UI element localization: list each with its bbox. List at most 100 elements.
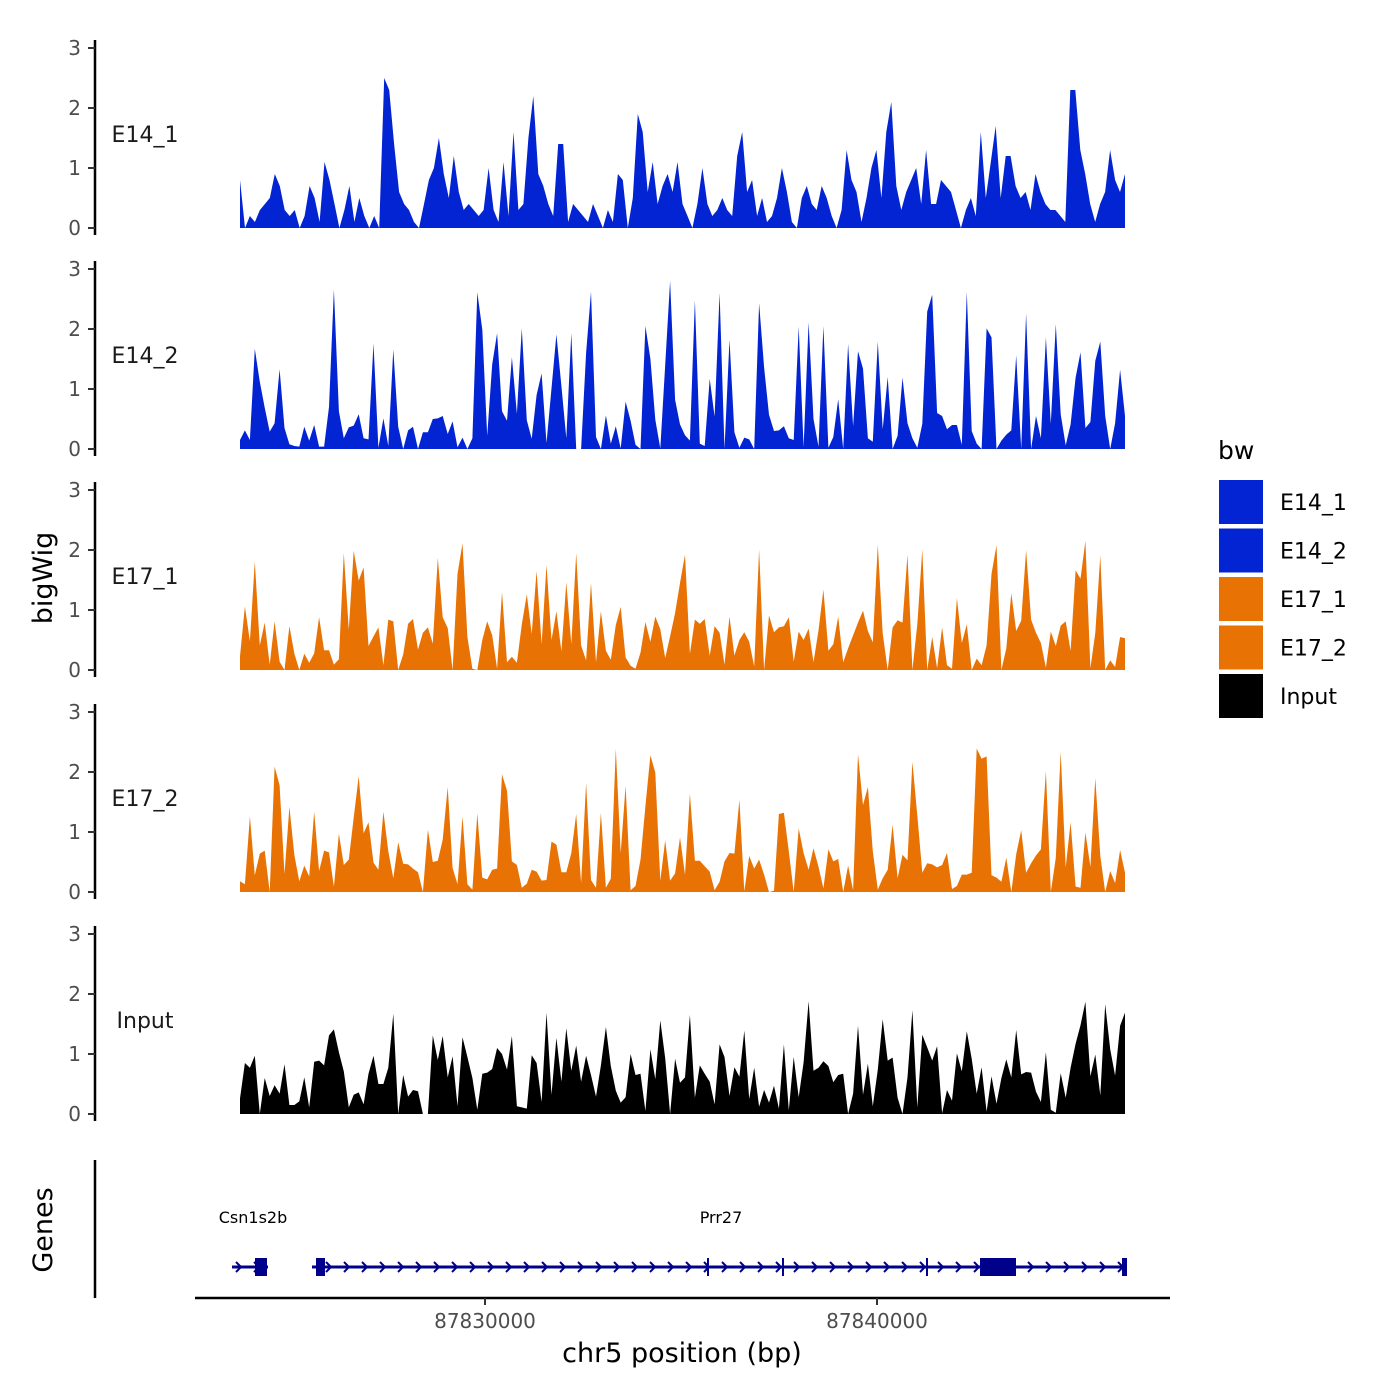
gene-prr27-exon <box>980 1258 1016 1276</box>
strand-arrow <box>559 1261 567 1273</box>
strand-arrow <box>883 1261 891 1273</box>
track-E14_2: 0 1 2 3 E14_2 <box>68 257 1125 461</box>
strand-arrow <box>433 1261 441 1273</box>
y-tick-label: 2 <box>68 538 81 562</box>
y-tick-label: 3 <box>68 478 81 502</box>
strand-arrow <box>1045 1261 1053 1273</box>
track-E17_1: 0 1 2 3 E17_1 <box>68 478 1125 682</box>
strand-arrow <box>901 1261 909 1273</box>
legend-swatch-E17_2 <box>1219 625 1263 670</box>
strand-arrow <box>739 1261 747 1273</box>
signal-area-E14_2 <box>240 281 1125 449</box>
strand-arrow <box>379 1261 387 1273</box>
strand-arrow <box>649 1261 657 1273</box>
strand-arrow <box>541 1261 549 1273</box>
legend-label-E14_2: E14_2 <box>1280 540 1347 565</box>
track-E17_2: 0 1 2 3 E17_2 <box>68 700 1125 904</box>
y-tick-label: 1 <box>68 377 81 401</box>
legend-label-E17_2: E17_2 <box>1280 637 1347 662</box>
signal-area-Input <box>240 1001 1125 1114</box>
legend-swatch-E14_2 <box>1219 528 1263 573</box>
strand-arrow <box>775 1261 783 1273</box>
y-tick-label: 0 <box>68 1102 81 1126</box>
gene-label-csn1s2b: Csn1s2b <box>219 1208 288 1227</box>
strand-arrow <box>1081 1261 1089 1273</box>
x-axis-title: chr5 position (bp) <box>562 1338 802 1369</box>
signal-area-E17_2 <box>240 748 1125 892</box>
y-tick-label: 3 <box>68 257 81 281</box>
y-tick-label: 2 <box>68 982 81 1006</box>
y-tick-label: 3 <box>68 922 81 946</box>
strand-arrow <box>865 1261 873 1273</box>
track-Input: 0 1 2 3 Input <box>68 922 1125 1126</box>
strand-arrow <box>613 1261 621 1273</box>
strand-arrow <box>343 1261 351 1273</box>
strand-arrow <box>703 1261 711 1273</box>
strand-arrow <box>721 1261 729 1273</box>
track-label: E17_1 <box>112 565 179 590</box>
track-E14_1: 0 1 2 3 E14_1 <box>68 36 1125 240</box>
y-tick-label: 0 <box>68 216 81 240</box>
x-axis: 87830000 87840000 <box>195 1296 1170 1333</box>
strand-arrow <box>325 1261 333 1273</box>
strand-arrow <box>847 1261 855 1273</box>
y-tick-label: 0 <box>68 880 81 904</box>
track-label: E17_2 <box>112 787 179 812</box>
legend-swatch-E17_1 <box>1219 577 1263 621</box>
legend-swatch-E14_1 <box>1219 480 1263 524</box>
y-tick-label: 2 <box>68 96 81 120</box>
legend-label-Input: Input <box>1280 685 1337 710</box>
strand-arrow <box>505 1261 513 1273</box>
track-label: E14_1 <box>112 123 179 148</box>
gene-csn1s2b-exon <box>255 1258 267 1276</box>
strand-arrow <box>937 1261 945 1273</box>
strand-arrow <box>685 1261 693 1273</box>
strand-arrow <box>793 1261 801 1273</box>
strand-arrow <box>253 1261 261 1273</box>
gene-prr27-exon <box>316 1258 325 1276</box>
y-tick-label: 3 <box>68 700 81 724</box>
y-tick-label: 1 <box>68 156 81 180</box>
strand-arrow <box>955 1261 963 1273</box>
y-tick-label: 2 <box>68 760 81 784</box>
track-panels: 0 1 2 3 E14_1 0 1 2 3 E14_2 0 1 2 3 E17_1 0 1 2 3 E17_2 0 1 2 3… <box>68 36 1125 1126</box>
x-tick-label: 87840000 <box>826 1309 928 1333</box>
y-tick-label: 1 <box>68 1042 81 1066</box>
genes-panel: Csn1s2b Prr27 <box>93 1160 1127 1298</box>
strand-arrow <box>415 1261 423 1273</box>
gene-label-prr27: Prr27 <box>700 1208 743 1227</box>
genes-axis-title: Genes <box>28 1187 59 1272</box>
strand-arrow <box>1063 1261 1071 1273</box>
strand-arrow <box>1099 1261 1107 1273</box>
strand-arrow <box>577 1261 585 1273</box>
y-tick-label: 2 <box>68 317 81 341</box>
legend-label-E14_1: E14_1 <box>1280 491 1347 516</box>
strand-arrow <box>235 1261 243 1273</box>
strand-arrow <box>361 1261 369 1273</box>
y-tick-label: 1 <box>68 598 81 622</box>
y-tick-label: 0 <box>68 437 81 461</box>
legend: bw E14_1 E14_2 E17_1 E17_2 Input <box>1218 436 1347 718</box>
gene-prr27-exon <box>1122 1258 1127 1276</box>
y-axis-title: bigWig <box>28 532 59 625</box>
strand-arrow <box>811 1261 819 1273</box>
legend-title: bw <box>1218 436 1254 465</box>
legend-label-E17_1: E17_1 <box>1280 588 1347 613</box>
signal-area-E14_1 <box>240 78 1125 228</box>
track-label: Input <box>117 1009 174 1034</box>
strand-arrow <box>973 1261 981 1273</box>
strand-arrow <box>397 1261 405 1273</box>
strand-arrow <box>487 1261 495 1273</box>
signal-area-E17_1 <box>240 541 1125 670</box>
y-tick-label: 0 <box>68 658 81 682</box>
strand-arrow <box>631 1261 639 1273</box>
strand-arrow <box>1027 1261 1035 1273</box>
legend-swatch-Input <box>1219 674 1263 718</box>
x-tick-label: 87830000 <box>434 1309 536 1333</box>
strand-arrow <box>595 1261 603 1273</box>
strand-arrow <box>523 1261 531 1273</box>
y-tick-label: 3 <box>68 36 81 60</box>
strand-arrow <box>919 1261 927 1273</box>
strand-arrow <box>757 1261 765 1273</box>
